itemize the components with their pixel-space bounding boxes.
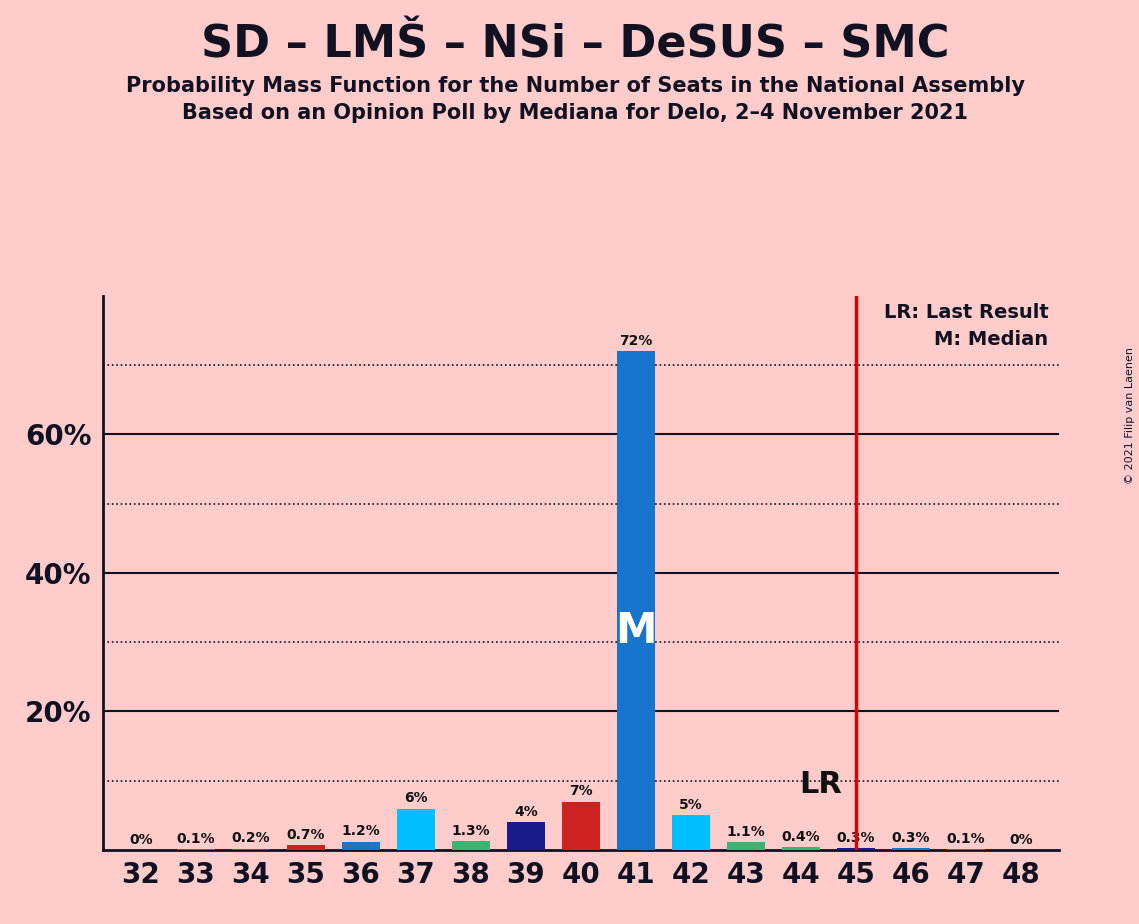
- Bar: [452, 841, 490, 850]
- Text: 72%: 72%: [620, 334, 653, 347]
- Text: Based on an Opinion Poll by Mediana for Delo, 2–4 November 2021: Based on an Opinion Poll by Mediana for …: [182, 103, 968, 124]
- Bar: [672, 816, 710, 850]
- Text: 0.3%: 0.3%: [836, 831, 875, 845]
- Bar: [727, 843, 765, 850]
- Text: © 2021 Filip van Laenen: © 2021 Filip van Laenen: [1125, 347, 1134, 484]
- Text: 7%: 7%: [570, 784, 592, 798]
- Text: 0.2%: 0.2%: [231, 832, 270, 845]
- Bar: [781, 847, 820, 850]
- Text: 1.2%: 1.2%: [342, 824, 380, 838]
- Text: 1.3%: 1.3%: [451, 823, 490, 837]
- Text: 5%: 5%: [679, 798, 703, 812]
- Text: SD – LMŠ – NSi – DeSUS – SMC: SD – LMŠ – NSi – DeSUS – SMC: [200, 23, 950, 67]
- Bar: [836, 848, 875, 850]
- Bar: [507, 822, 546, 850]
- Bar: [562, 801, 600, 850]
- Bar: [287, 845, 326, 850]
- Text: 0.3%: 0.3%: [892, 831, 931, 845]
- Bar: [231, 848, 270, 850]
- Text: 0%: 0%: [1009, 833, 1033, 846]
- Text: M: M: [615, 610, 656, 651]
- Text: M: Median: M: Median: [934, 331, 1048, 349]
- Text: 0.1%: 0.1%: [947, 832, 985, 846]
- Bar: [616, 351, 655, 850]
- Text: 4%: 4%: [514, 805, 538, 819]
- Text: 6%: 6%: [404, 791, 428, 805]
- Text: Probability Mass Function for the Number of Seats in the National Assembly: Probability Mass Function for the Number…: [125, 76, 1025, 96]
- Text: 0%: 0%: [129, 833, 153, 846]
- Text: 0.4%: 0.4%: [781, 830, 820, 844]
- Text: 0.1%: 0.1%: [177, 832, 215, 846]
- Text: LR: LR: [800, 770, 842, 798]
- Text: 0.7%: 0.7%: [287, 828, 326, 842]
- Text: LR: Last Result: LR: Last Result: [884, 303, 1048, 322]
- Bar: [342, 842, 380, 850]
- Bar: [892, 848, 931, 850]
- Text: 1.1%: 1.1%: [727, 825, 765, 839]
- Bar: [396, 808, 435, 850]
